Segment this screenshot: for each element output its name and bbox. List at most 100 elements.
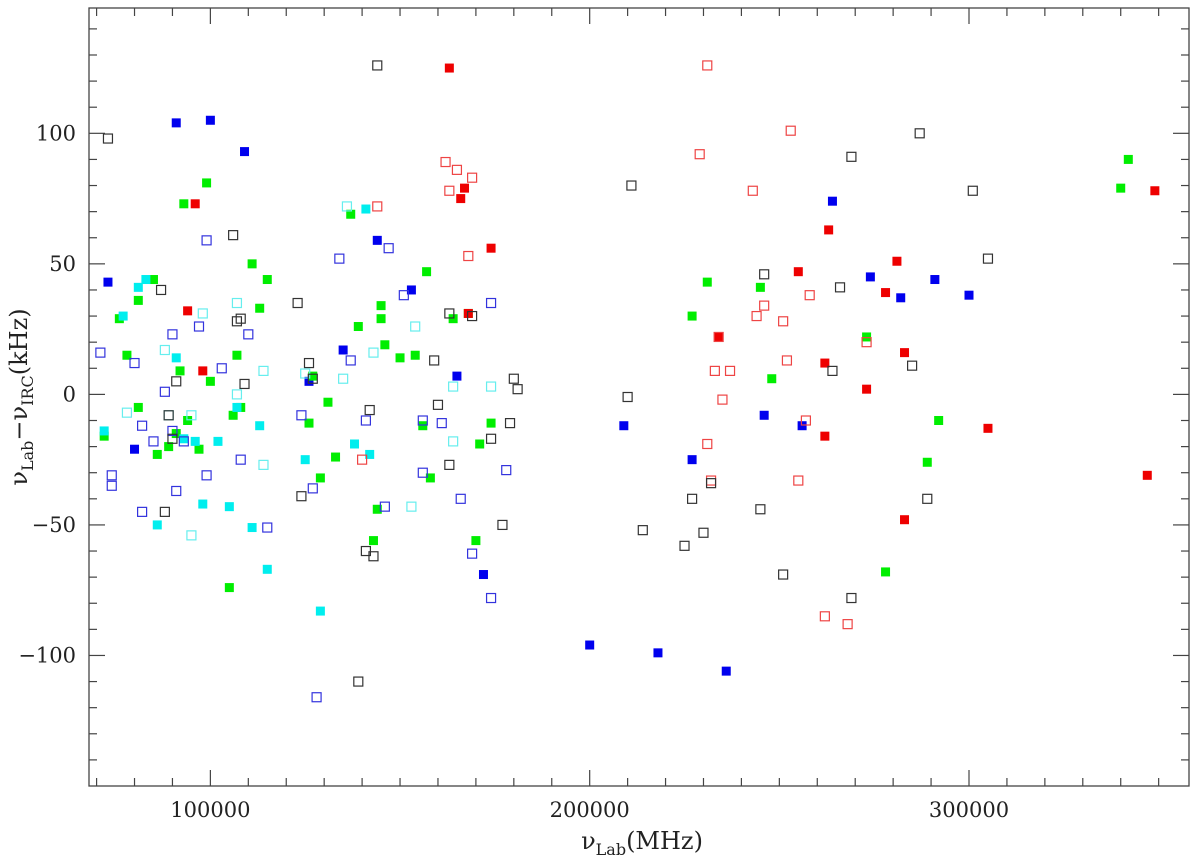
data-point	[508, 373, 519, 384]
data-point	[679, 540, 690, 551]
data-point	[914, 128, 925, 139]
data-point	[702, 60, 713, 71]
data-point	[372, 235, 382, 245]
data-point	[422, 267, 432, 277]
data-point	[357, 454, 368, 465]
data-point	[159, 344, 170, 356]
y-tick-label: −50	[32, 513, 76, 537]
data-point	[417, 467, 428, 478]
data-point	[467, 310, 478, 322]
data-point	[448, 314, 458, 324]
data-point	[1142, 470, 1152, 480]
data-point	[372, 201, 383, 212]
data-point	[448, 381, 459, 392]
data-point	[360, 415, 371, 426]
data-point	[485, 592, 497, 604]
data-point	[900, 515, 910, 525]
data-point	[824, 225, 834, 235]
data-point	[709, 365, 720, 376]
data-point	[350, 439, 360, 449]
data-point	[331, 452, 341, 462]
data-point	[152, 520, 162, 530]
data-point	[444, 63, 454, 73]
data-point	[881, 288, 891, 298]
data-point	[842, 619, 853, 630]
data-point	[930, 275, 940, 285]
data-point	[865, 272, 875, 282]
data-point	[121, 407, 133, 418]
data-point	[334, 253, 345, 264]
data-point	[247, 259, 257, 269]
data-point	[379, 501, 390, 512]
data-point	[793, 267, 803, 277]
data-point	[497, 519, 508, 531]
data-point	[471, 536, 481, 546]
data-point	[228, 230, 239, 241]
data-point	[193, 321, 205, 332]
data-point	[820, 431, 830, 441]
data-point	[186, 410, 197, 421]
data-point	[448, 436, 459, 447]
data-point	[186, 530, 197, 541]
data-point	[486, 418, 496, 428]
data-point	[820, 358, 830, 368]
data-point	[365, 449, 375, 459]
data-point	[130, 444, 140, 454]
data-point	[106, 470, 117, 481]
data-point	[197, 308, 208, 319]
data-point	[353, 676, 364, 687]
data-point	[896, 293, 906, 303]
data-point	[755, 282, 765, 292]
data-point	[724, 365, 736, 376]
x-tick-label: 100000	[170, 798, 250, 822]
data-point	[395, 353, 405, 363]
data-point	[702, 277, 712, 287]
data-point	[308, 371, 318, 381]
data-point	[338, 345, 348, 355]
data-point	[171, 376, 182, 387]
data-point	[861, 337, 872, 348]
data-point	[353, 322, 363, 332]
data-point	[778, 316, 789, 327]
data-point	[797, 421, 807, 431]
data-point	[300, 368, 311, 379]
data-point	[171, 118, 181, 128]
data-point	[99, 426, 109, 436]
data-point	[315, 606, 325, 616]
data-point	[444, 308, 455, 319]
data-point	[372, 60, 383, 71]
data-point	[485, 433, 497, 444]
data-point	[702, 438, 713, 450]
data-point	[171, 429, 181, 439]
data-point	[653, 648, 663, 658]
data-point	[463, 250, 474, 262]
data-point	[934, 415, 944, 425]
data-point	[262, 275, 272, 285]
data-point	[262, 522, 273, 533]
data-point	[95, 347, 106, 358]
data-point	[759, 269, 770, 280]
data-point	[983, 423, 993, 433]
data-point	[714, 332, 724, 342]
data-point	[171, 353, 181, 363]
data-point	[103, 277, 113, 287]
data-point	[892, 256, 902, 266]
data-point	[213, 436, 223, 446]
data-point	[364, 404, 375, 416]
data-point	[417, 415, 428, 426]
data-point	[425, 473, 435, 483]
data-point	[922, 457, 932, 467]
data-point	[410, 350, 420, 360]
data-point	[122, 350, 132, 360]
data-point	[255, 303, 265, 313]
data-point	[159, 386, 170, 397]
data-point	[224, 583, 234, 593]
data-point	[133, 402, 143, 412]
data-point	[376, 314, 386, 324]
data-point	[323, 397, 333, 407]
data-point	[432, 399, 444, 410]
y-axis-title: νLab−νIRC(kHz)	[5, 308, 37, 485]
data-point	[907, 360, 918, 371]
data-point	[922, 493, 933, 504]
data-point	[785, 125, 796, 136]
